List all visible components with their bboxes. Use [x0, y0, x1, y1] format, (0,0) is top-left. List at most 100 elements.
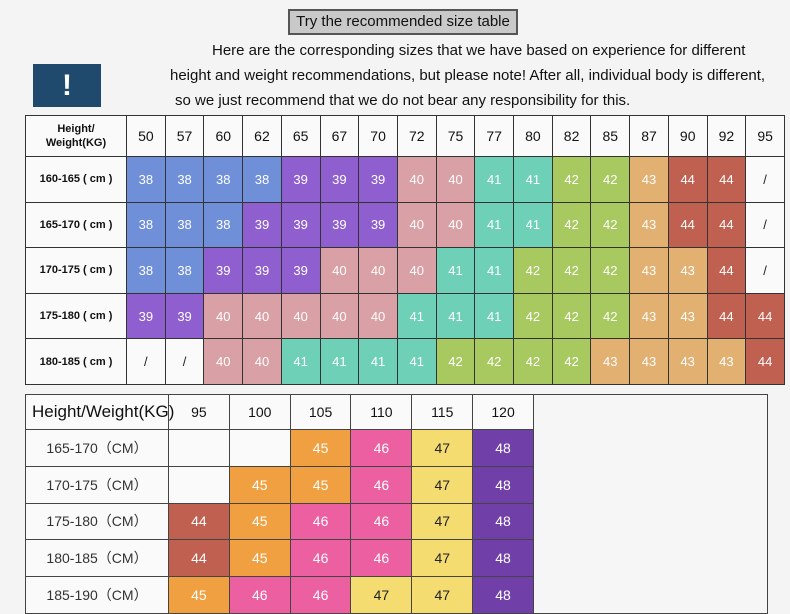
size-cell: / — [745, 156, 785, 203]
table-row: 170-175（CM） 45 45 46 47 48 — [25, 465, 534, 504]
size-cell: 40 — [242, 292, 282, 340]
size-cell: 42 — [474, 338, 515, 385]
size-cell: 45 — [289, 465, 352, 504]
height-label: 170-175（CM） — [25, 465, 169, 504]
size-cell: 39 — [358, 201, 398, 249]
size-cell: 48 — [472, 465, 534, 504]
size-cell: 41 — [396, 292, 437, 340]
size-cell: 39 — [126, 292, 166, 340]
table-header-row: Height/Weight(KG) 95 100 105 110 115 120 — [25, 394, 534, 430]
size-cell: 44 — [706, 247, 747, 294]
size-cell: 40 — [358, 292, 398, 340]
size-cell: 44 — [168, 539, 230, 578]
size-cell: 45 — [289, 429, 352, 467]
weight-header: 67 — [319, 115, 360, 157]
size-cell: 44 — [667, 156, 708, 203]
size-cell: 46 — [289, 502, 352, 541]
size-cell: 42 — [513, 247, 553, 294]
size-cell: 40 — [396, 247, 437, 294]
size-cell: 47 — [411, 429, 474, 467]
size-cell: 43 — [667, 338, 708, 385]
size-cell: 41 — [280, 338, 321, 385]
size-cell: 40 — [435, 156, 476, 203]
size-cell: 41 — [435, 292, 476, 340]
size-cell: 39 — [280, 247, 321, 294]
size-cell: 46 — [350, 429, 413, 467]
size-cell: 38 — [203, 201, 244, 249]
size-cell: 41 — [358, 338, 398, 385]
size-cell: 48 — [472, 502, 534, 541]
size-cell: 43 — [706, 338, 747, 385]
size-cell: 48 — [472, 576, 534, 614]
weight-header: 85 — [590, 115, 631, 157]
weight-header: 92 — [706, 115, 747, 157]
weight-header: 65 — [280, 115, 321, 157]
size-cell: 46 — [350, 465, 413, 504]
size-cell: / — [745, 201, 785, 249]
size-cell: 43 — [629, 338, 669, 385]
size-cell: 44 — [706, 156, 747, 203]
size-cell: 40 — [203, 292, 244, 340]
size-cell: 39 — [203, 247, 244, 294]
table-row: 160-165 ( cm ) 38 38 38 38 39 39 39 40 40 41 41 42 42… — [25, 156, 785, 203]
table-corner-header: Height/ Weight(KG) — [25, 115, 127, 157]
size-cell: 43 — [629, 292, 669, 340]
size-cell: 40 — [435, 201, 476, 249]
height-label: 160-165 ( cm ) — [25, 156, 127, 203]
size-cell — [228, 429, 291, 467]
size-cell: 41 — [474, 156, 515, 203]
height-label: 170-175 ( cm ) — [25, 247, 127, 294]
weight-header: 80 — [513, 115, 553, 157]
size-cell: 47 — [350, 576, 413, 614]
weight-header: 95 — [168, 394, 230, 430]
height-label: 165-170 ( cm ) — [25, 201, 127, 249]
size-cell: 43 — [590, 338, 631, 385]
size-cell: 42 — [590, 156, 631, 203]
size-cell: 48 — [472, 429, 534, 467]
table2-empty-area — [519, 394, 768, 614]
weight-header: 115 — [411, 394, 474, 430]
weight-header: 120 — [472, 394, 534, 430]
weight-header: 105 — [289, 394, 352, 430]
size-cell: 41 — [513, 201, 553, 249]
size-cell: 42 — [590, 201, 631, 249]
size-cell: 39 — [358, 156, 398, 203]
size-cell: 45 — [228, 539, 291, 578]
height-label: 180-185 ( cm ) — [25, 338, 127, 385]
height-label: 175-180（CM） — [25, 502, 169, 541]
size-cell: 38 — [126, 201, 166, 249]
size-cell: 44 — [168, 502, 230, 541]
size-cell: 38 — [126, 247, 166, 294]
size-cell: 41 — [474, 247, 515, 294]
size-cell: 43 — [629, 156, 669, 203]
size-cell: 42 — [435, 338, 476, 385]
size-cell: 38 — [203, 156, 244, 203]
size-cell: 46 — [350, 502, 413, 541]
size-cell: 43 — [629, 201, 669, 249]
size-cell: 43 — [667, 292, 708, 340]
weight-header: 95 — [745, 115, 785, 157]
size-cell: 41 — [474, 201, 515, 249]
size-cell: 44 — [745, 338, 785, 385]
notice-text: Here are the corresponding sizes that we… — [150, 38, 780, 113]
height-label: 185-190（CM） — [25, 576, 169, 614]
table-row: 165-170（CM） 45 46 47 48 — [25, 429, 534, 467]
size-cell: 46 — [228, 576, 291, 614]
size-cell: 41 — [474, 292, 515, 340]
size-cell: 45 — [168, 576, 230, 614]
size-cell: 42 — [590, 247, 631, 294]
weight-header: 50 — [126, 115, 166, 157]
size-cell: 41 — [435, 247, 476, 294]
size-cell: 42 — [513, 292, 553, 340]
size-cell: 42 — [590, 292, 631, 340]
weight-header: 57 — [164, 115, 205, 157]
size-cell: 39 — [164, 292, 205, 340]
size-cell: 43 — [629, 247, 669, 294]
size-cell: 40 — [319, 247, 360, 294]
weight-header: 70 — [358, 115, 398, 157]
table-row: 175-180 ( cm ) 39 39 40 40 40 40 40 41 41 41 42 42 42… — [25, 292, 785, 340]
size-cell: 40 — [358, 247, 398, 294]
size-cell: 39 — [280, 156, 321, 203]
weight-header: 75 — [435, 115, 476, 157]
size-cell — [168, 429, 230, 467]
